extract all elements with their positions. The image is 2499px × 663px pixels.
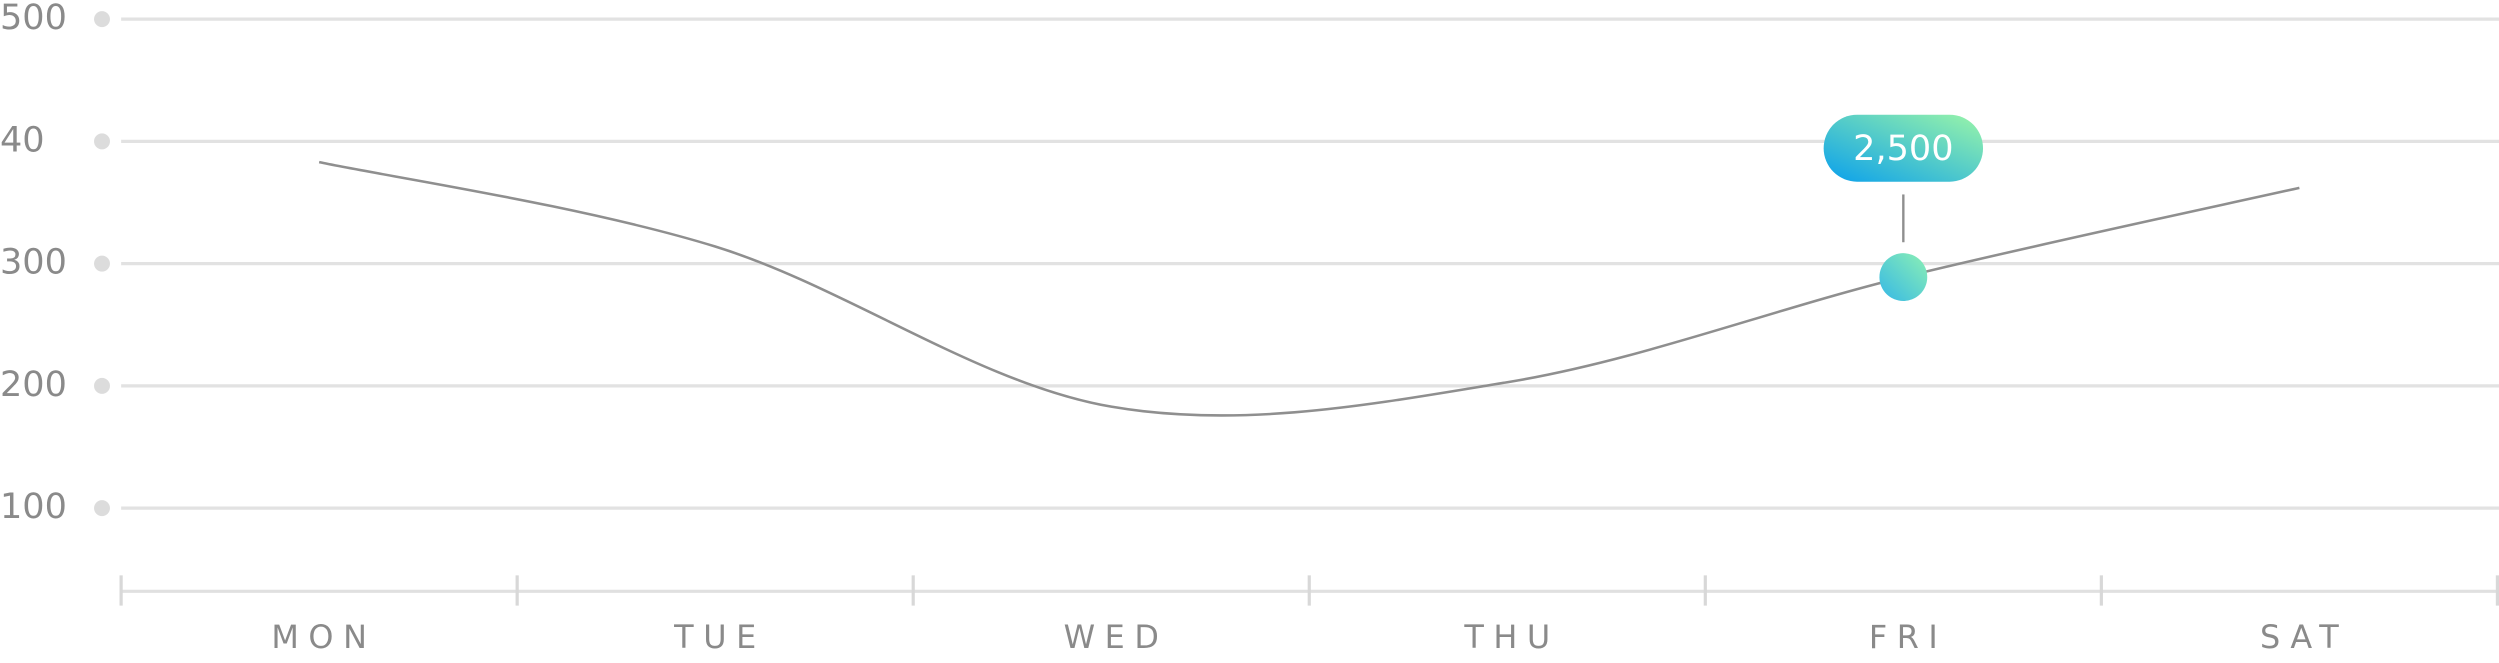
line-series xyxy=(318,160,2300,417)
y-tick-label: 500 xyxy=(0,0,67,38)
y-tick-dot xyxy=(94,255,110,272)
x-tick-label: MON xyxy=(271,618,376,656)
annotation-bubble xyxy=(1823,114,1984,182)
highlight-point xyxy=(1879,253,1928,301)
y-tick-label: 100 xyxy=(0,486,67,527)
y-tick-dot xyxy=(94,377,110,394)
y-tick-dot xyxy=(94,500,110,517)
x-tick-label: TUE xyxy=(673,618,766,656)
x-tick-label: SAT xyxy=(2260,618,2348,656)
x-tick-label: THU xyxy=(1463,618,1559,656)
y-tick-label: 200 xyxy=(0,364,67,405)
y-tick-label: 300 xyxy=(0,242,67,283)
y-tick-dot xyxy=(94,11,110,28)
y-tick-dot xyxy=(94,133,110,150)
x-tick-label: FRI xyxy=(1869,618,1948,656)
y-tick-label: 40 xyxy=(0,119,45,160)
annotation: 2,500 xyxy=(1853,128,1953,169)
x-tick-label: WED xyxy=(1064,618,1169,656)
